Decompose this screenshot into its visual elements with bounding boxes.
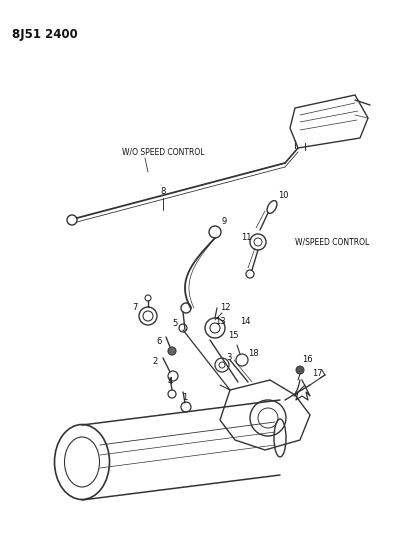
Text: 18: 18 [248, 349, 259, 358]
Text: 16: 16 [302, 356, 313, 365]
Text: 15: 15 [228, 330, 239, 340]
Text: 9: 9 [222, 217, 227, 227]
Text: 6: 6 [157, 337, 162, 346]
Text: 11: 11 [241, 233, 252, 243]
Text: 14: 14 [240, 318, 251, 327]
Text: W/SPEED CONTROL: W/SPEED CONTROL [295, 238, 369, 246]
Text: 5: 5 [173, 319, 178, 327]
Text: 1: 1 [182, 392, 187, 401]
Text: W/O SPEED CONTROL: W/O SPEED CONTROL [122, 148, 205, 157]
Text: 13: 13 [215, 318, 225, 327]
Text: 8J51 2400: 8J51 2400 [12, 28, 78, 41]
Text: 12: 12 [220, 303, 231, 312]
Text: 17: 17 [312, 369, 323, 378]
Text: 7: 7 [132, 303, 138, 312]
Circle shape [168, 347, 176, 355]
Text: 4: 4 [168, 377, 173, 386]
Text: 10: 10 [278, 190, 288, 199]
Text: 3: 3 [226, 353, 231, 362]
Text: 2: 2 [153, 358, 158, 367]
Circle shape [296, 366, 304, 374]
Text: 8: 8 [160, 188, 166, 197]
